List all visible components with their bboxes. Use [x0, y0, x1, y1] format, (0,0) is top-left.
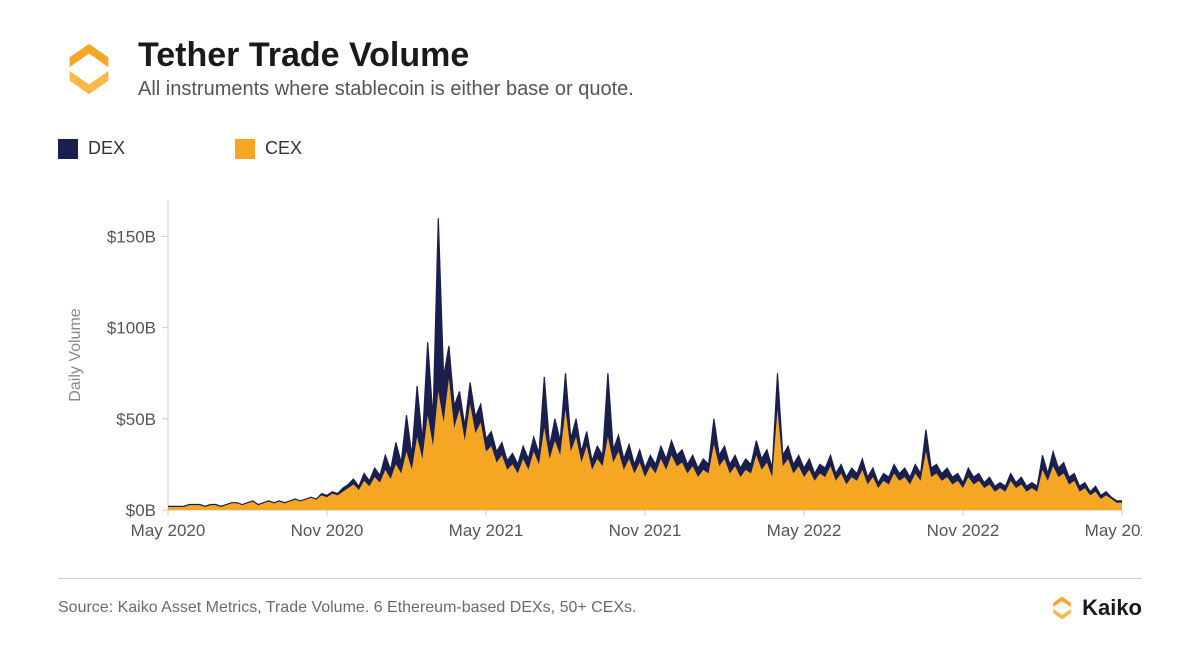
svg-text:Nov 2022: Nov 2022	[927, 521, 1000, 540]
chart-footer: Source: Kaiko Asset Metrics, Trade Volum…	[58, 594, 1142, 622]
svg-text:Nov 2020: Nov 2020	[291, 521, 364, 540]
legend-label: DEX	[88, 138, 125, 159]
legend-item-dex: DEX	[58, 138, 125, 159]
svg-text:$150B: $150B	[107, 227, 156, 246]
svg-text:Nov 2021: Nov 2021	[609, 521, 682, 540]
kaiko-footer-icon	[1048, 594, 1076, 622]
chart-header: Tether Trade Volume All instruments wher…	[58, 38, 634, 101]
brand-label: Kaiko	[1048, 594, 1142, 622]
chart-svg: $0B $50B $100B $150B Daily Volume May 2020 Nov…	[58, 180, 1142, 560]
svg-text:May 2021: May 2021	[449, 521, 524, 540]
chart-legend: DEX CEX	[58, 138, 412, 159]
svg-text:$100B: $100B	[107, 319, 156, 338]
chart-subtitle: All instruments where stablecoin is eith…	[138, 78, 634, 101]
kaiko-logo-icon	[58, 38, 120, 100]
svg-text:$50B: $50B	[116, 410, 156, 429]
chart-area: $0B $50B $100B $150B Daily Volume May 2020 Nov…	[58, 180, 1142, 560]
svg-text:$0B: $0B	[126, 501, 156, 520]
chart-title: Tether Trade Volume	[138, 38, 634, 74]
footer-divider	[58, 578, 1142, 579]
legend-label: CEX	[265, 138, 302, 159]
legend-swatch	[58, 139, 78, 159]
svg-text:May 2022: May 2022	[767, 521, 842, 540]
legend-swatch	[235, 139, 255, 159]
svg-text:Daily Volume: Daily Volume	[67, 308, 84, 401]
legend-item-cex: CEX	[235, 138, 302, 159]
svg-text:May 2023: May 2023	[1085, 521, 1142, 540]
source-text: Source: Kaiko Asset Metrics, Trade Volum…	[58, 599, 637, 617]
svg-text:May 2020: May 2020	[131, 521, 206, 540]
